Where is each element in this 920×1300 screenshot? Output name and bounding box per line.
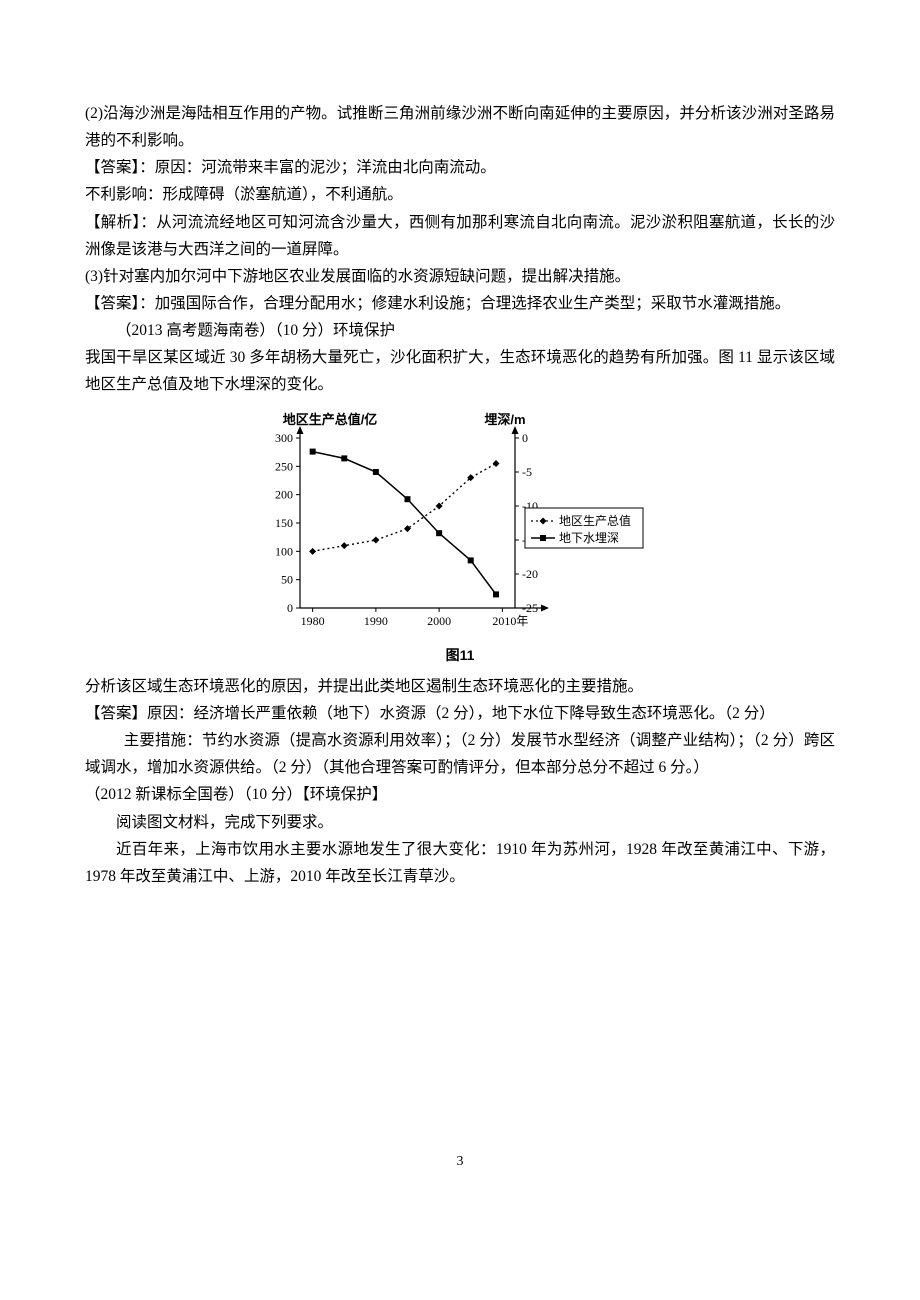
svg-text:50: 50 xyxy=(281,573,293,587)
svg-text:150: 150 xyxy=(275,516,293,530)
svg-text:-25: -25 xyxy=(522,601,538,615)
context-paragraph: 我国干旱区某区域近 30 多年胡杨大量死亡，沙化面积扩大，生态环境恶化的趋势有所… xyxy=(85,344,835,398)
exam-source-2013: （2013 高考题海南卷）（10 分）环境保护 xyxy=(85,317,835,344)
chart-svg: 地区生产总值/亿埋深/m0501001502002503000-5-10-15-… xyxy=(245,408,675,643)
svg-text:2000: 2000 xyxy=(427,614,451,628)
shanghai-water-context: 近百年来，上海市饮用水主要水源地发生了很大变化：1910 年为苏州河，1928 … xyxy=(85,836,835,890)
answer-3: 【答案】：加强国际合作，合理分配用水；修建水利设施；合理选择农业生产类型；采取节… xyxy=(85,290,835,317)
svg-text:250: 250 xyxy=(275,460,293,474)
answer-measures: 主要措施：节约水资源（提高水资源利用效率）；（2 分）发展节水型经济（调整产业结… xyxy=(85,727,835,781)
svg-text:2010年: 2010年 xyxy=(492,614,528,628)
svg-text:-20: -20 xyxy=(522,567,538,581)
answer-2-reason: 【答案】：原因：河流带来丰富的泥沙；洋流由北向南流动。 xyxy=(85,154,835,181)
answer-reason: 【答案】原因：经济增长严重依赖（地下）水资源（2 分），地下水位下降导致生态环境… xyxy=(85,700,835,727)
svg-text:100: 100 xyxy=(275,545,293,559)
svg-text:300: 300 xyxy=(275,431,293,445)
question-analysis: 分析该区域生态环境恶化的原因，并提出此类地区遏制生态环境恶化的主要措施。 xyxy=(85,673,835,700)
svg-text:0: 0 xyxy=(522,431,528,445)
svg-text:1980: 1980 xyxy=(301,614,325,628)
exam-source-2012: （2012 新课标全国卷）（10 分）【环境保护】 xyxy=(85,781,835,808)
instruction: 阅读图文材料，完成下列要求。 xyxy=(85,809,835,836)
figure-11: 地区生产总值/亿埋深/m0501001502002503000-5-10-15-… xyxy=(245,408,675,668)
question-3: (3)针对塞内加尔河中下游地区农业发展面临的水资源短缺问题，提出解决措施。 xyxy=(85,263,835,290)
svg-text:地区生产总值: 地区生产总值 xyxy=(559,513,631,528)
svg-text:200: 200 xyxy=(275,488,293,502)
answer-2-effect: 不利影响：形成障碍（淤塞航道），不利通航。 xyxy=(85,181,835,208)
page-number: 3 xyxy=(85,1150,835,1175)
svg-text:地下水埋深: 地下水埋深 xyxy=(559,531,619,545)
figure-caption: 图11 xyxy=(245,643,675,668)
figure-11-container: 地区生产总值/亿埋深/m0501001502002503000-5-10-15-… xyxy=(85,408,835,668)
svg-text:0: 0 xyxy=(287,601,293,615)
svg-text:-5: -5 xyxy=(522,465,532,479)
svg-text:地区生产总值/亿: 地区生产总值/亿 xyxy=(283,412,378,427)
svg-text:1990: 1990 xyxy=(364,614,388,628)
question-2: (2)沿海沙洲是海陆相互作用的产物。试推断三角洲前缘沙洲不断向南延伸的主要原因，… xyxy=(85,100,835,154)
analysis-2: 【解析】：从河流流经地区可知河流含沙量大，西侧有加那利寒流自北向南流。泥沙淤积阻… xyxy=(85,209,835,263)
svg-text:埋深/m: 埋深/m xyxy=(484,412,525,427)
